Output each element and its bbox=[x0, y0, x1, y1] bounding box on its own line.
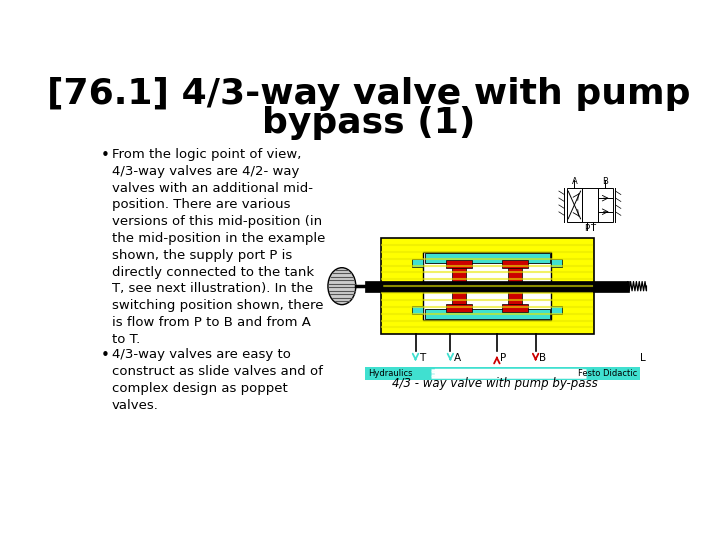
Text: T: T bbox=[418, 353, 425, 363]
Bar bbox=[381, 238, 594, 334]
Text: •: • bbox=[101, 148, 109, 163]
Ellipse shape bbox=[328, 268, 356, 305]
Text: A: A bbox=[454, 353, 461, 363]
Bar bbox=[365, 367, 640, 380]
Bar bbox=[452, 265, 466, 307]
Text: 4/3 - way valve with pump by-pass: 4/3 - way valve with pump by-pass bbox=[392, 377, 598, 390]
Text: A: A bbox=[572, 177, 577, 186]
Bar bbox=[502, 304, 528, 312]
Text: •: • bbox=[101, 348, 109, 363]
Text: [76.1] 4/3-way valve with pump: [76.1] 4/3-way valve with pump bbox=[48, 77, 690, 111]
Bar bbox=[567, 188, 582, 222]
Bar bbox=[551, 259, 562, 267]
Text: B: B bbox=[539, 353, 546, 363]
Text: T: T bbox=[590, 224, 595, 233]
Bar bbox=[446, 304, 472, 312]
Bar bbox=[508, 265, 522, 307]
Bar bbox=[425, 309, 549, 319]
Bar bbox=[413, 306, 423, 314]
Bar bbox=[446, 260, 472, 268]
Text: From the logic point of view,
4/3-way valves are 4/2- way
valves with an additio: From the logic point of view, 4/3-way va… bbox=[112, 148, 325, 346]
Bar bbox=[502, 260, 528, 268]
Text: P: P bbox=[500, 353, 506, 363]
Bar bbox=[551, 306, 562, 314]
Text: L: L bbox=[640, 353, 646, 363]
Bar bbox=[365, 281, 629, 292]
Text: P: P bbox=[584, 224, 590, 233]
Text: B: B bbox=[603, 177, 608, 186]
Bar bbox=[582, 188, 598, 222]
Bar bbox=[423, 252, 551, 320]
Text: Hydraulics: Hydraulics bbox=[368, 369, 413, 378]
Text: 4/3-way valves are easy to
construct as slide valves and of
complex design as po: 4/3-way valves are easy to construct as … bbox=[112, 348, 323, 411]
Text: bypass (1): bypass (1) bbox=[262, 105, 476, 139]
Bar bbox=[413, 259, 423, 267]
Text: Festo Didactic: Festo Didactic bbox=[578, 369, 637, 378]
Bar bbox=[598, 188, 613, 222]
Bar bbox=[425, 253, 549, 264]
